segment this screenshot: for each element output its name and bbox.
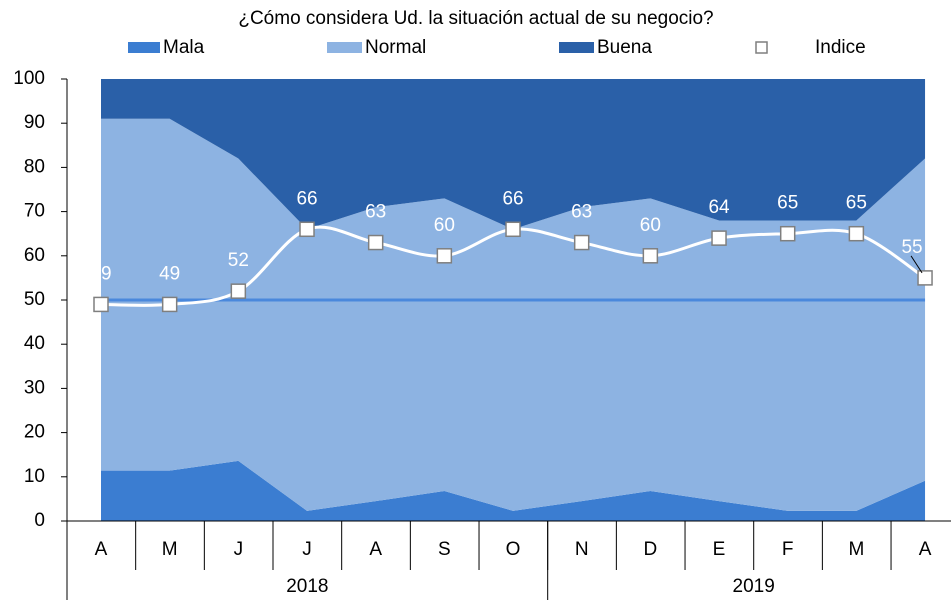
data-label: 65	[846, 193, 867, 214]
index-marker	[367, 234, 384, 251]
legend-label: Normal	[365, 37, 426, 58]
x-tick-label: A	[95, 539, 108, 560]
data-label: 55	[901, 237, 922, 258]
index-marker	[711, 230, 727, 246]
year-label: 2018	[286, 576, 328, 597]
legend-label: Mala	[163, 37, 205, 58]
data-label: 64	[708, 197, 730, 218]
x-tick-label: N	[575, 539, 589, 560]
data-label: 63	[571, 202, 592, 223]
x-tick-label: A	[369, 539, 382, 560]
y-tick-label: 90	[24, 112, 45, 133]
data-label: 49	[90, 263, 111, 284]
area	[101, 79, 926, 230]
area	[101, 118, 926, 511]
y-tick-label: 30	[24, 377, 45, 398]
year-label: 2019	[733, 576, 775, 597]
legend-label: Buena	[597, 37, 652, 58]
data-label: 63	[365, 202, 386, 223]
data-label: 52	[228, 250, 249, 271]
index-marker	[161, 296, 178, 313]
leader-line	[910, 255, 923, 274]
index-marker	[848, 225, 865, 242]
index-marker	[505, 221, 521, 238]
data-label: 60	[640, 215, 661, 236]
y-tick-label: 100	[13, 68, 45, 89]
x-tick-label: E	[713, 539, 726, 560]
index-marker	[299, 221, 315, 238]
legend-swatch	[128, 42, 160, 53]
x-tick-label: J	[234, 539, 244, 560]
index-marker	[779, 225, 796, 242]
data-label: 66	[296, 188, 317, 209]
chart-title: ¿Cómo considera Ud. la situación actual …	[238, 8, 713, 29]
data-label: 65	[777, 193, 798, 214]
legend-marker	[755, 41, 768, 54]
y-tick-label: 70	[24, 201, 45, 222]
x-tick-label: D	[643, 539, 657, 560]
y-tick-label: 10	[24, 466, 45, 487]
x-tick-label: M	[848, 539, 864, 560]
index-marker	[93, 296, 109, 313]
index-marker	[230, 283, 247, 299]
legend-swatch	[327, 42, 362, 53]
index-marker	[573, 234, 590, 251]
y-tick-label: 20	[24, 422, 45, 443]
x-tick-label: A	[919, 539, 932, 560]
x-tick-label: O	[506, 539, 521, 560]
data-label: 60	[434, 215, 455, 236]
y-tick-label: 50	[24, 289, 45, 310]
x-tick-label: M	[162, 539, 178, 560]
data-label: 66	[502, 188, 523, 209]
x-tick-label: F	[782, 539, 794, 560]
y-tick-label: 60	[24, 245, 45, 266]
legend-swatch	[559, 42, 594, 53]
data-label: 49	[159, 263, 180, 284]
index-marker	[917, 270, 933, 286]
index-marker	[642, 248, 659, 264]
y-tick-label: 80	[24, 156, 45, 177]
x-tick-label: S	[438, 539, 451, 560]
legend-label: Indice	[815, 37, 866, 58]
y-tick-label: 0	[34, 510, 45, 531]
x-tick-label: J	[302, 539, 312, 560]
y-tick-label: 40	[24, 333, 45, 354]
area	[101, 460, 926, 521]
index-marker	[436, 248, 453, 264]
